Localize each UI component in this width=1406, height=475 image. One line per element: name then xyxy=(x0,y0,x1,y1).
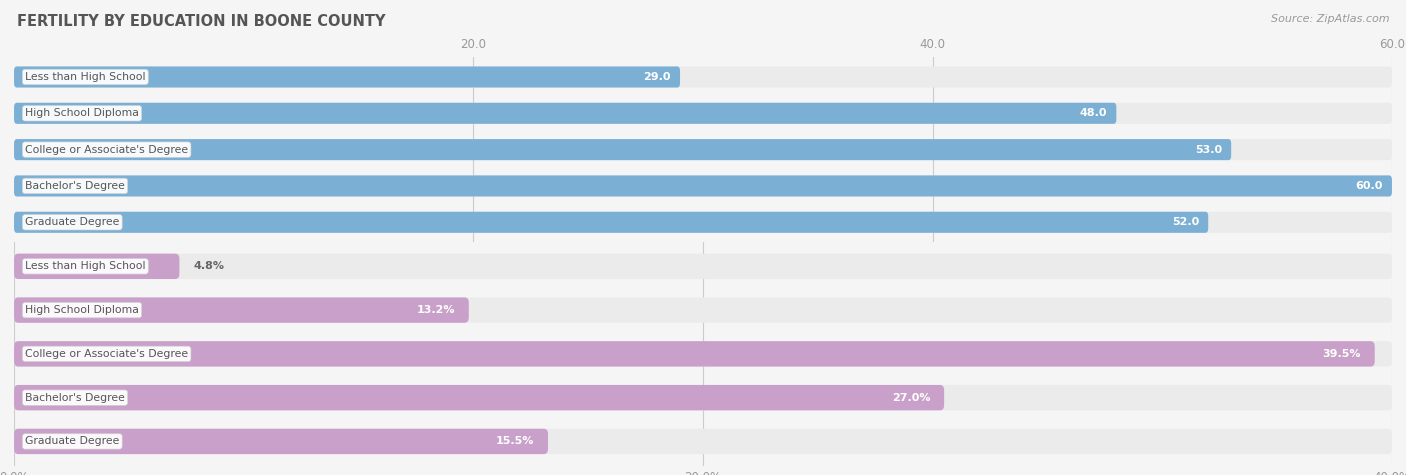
FancyBboxPatch shape xyxy=(14,66,681,87)
Text: College or Associate's Degree: College or Associate's Degree xyxy=(25,349,188,359)
FancyBboxPatch shape xyxy=(14,103,1392,124)
FancyBboxPatch shape xyxy=(14,212,1392,233)
Text: Less than High School: Less than High School xyxy=(25,261,146,271)
Text: Bachelor's Degree: Bachelor's Degree xyxy=(25,393,125,403)
Text: 52.0: 52.0 xyxy=(1171,217,1199,227)
Text: 27.0%: 27.0% xyxy=(891,393,931,403)
FancyBboxPatch shape xyxy=(14,66,1392,87)
FancyBboxPatch shape xyxy=(14,175,1392,197)
Text: Bachelor's Degree: Bachelor's Degree xyxy=(25,181,125,191)
FancyBboxPatch shape xyxy=(14,385,1392,410)
FancyBboxPatch shape xyxy=(14,103,1116,124)
FancyBboxPatch shape xyxy=(14,212,1208,233)
FancyBboxPatch shape xyxy=(14,341,1392,367)
Text: Graduate Degree: Graduate Degree xyxy=(25,437,120,446)
FancyBboxPatch shape xyxy=(14,429,548,454)
FancyBboxPatch shape xyxy=(14,297,1392,323)
Text: 4.8%: 4.8% xyxy=(193,261,224,271)
FancyBboxPatch shape xyxy=(14,341,1375,367)
FancyBboxPatch shape xyxy=(14,139,1392,160)
Text: High School Diploma: High School Diploma xyxy=(25,305,139,315)
Text: 13.2%: 13.2% xyxy=(416,305,456,315)
Text: Less than High School: Less than High School xyxy=(25,72,146,82)
Text: 53.0: 53.0 xyxy=(1195,144,1222,155)
Text: 60.0: 60.0 xyxy=(1355,181,1382,191)
Text: Graduate Degree: Graduate Degree xyxy=(25,217,120,227)
Text: College or Associate's Degree: College or Associate's Degree xyxy=(25,144,188,155)
Text: Source: ZipAtlas.com: Source: ZipAtlas.com xyxy=(1271,14,1389,24)
FancyBboxPatch shape xyxy=(14,297,468,323)
FancyBboxPatch shape xyxy=(14,254,1392,279)
Text: FERTILITY BY EDUCATION IN BOONE COUNTY: FERTILITY BY EDUCATION IN BOONE COUNTY xyxy=(17,14,385,29)
FancyBboxPatch shape xyxy=(14,254,180,279)
Text: High School Diploma: High School Diploma xyxy=(25,108,139,118)
FancyBboxPatch shape xyxy=(14,385,945,410)
Text: 15.5%: 15.5% xyxy=(496,437,534,446)
FancyBboxPatch shape xyxy=(14,429,1392,454)
FancyBboxPatch shape xyxy=(14,175,1392,197)
Text: 48.0: 48.0 xyxy=(1080,108,1107,118)
Text: 39.5%: 39.5% xyxy=(1323,349,1361,359)
Text: 29.0: 29.0 xyxy=(644,72,671,82)
FancyBboxPatch shape xyxy=(14,139,1232,160)
